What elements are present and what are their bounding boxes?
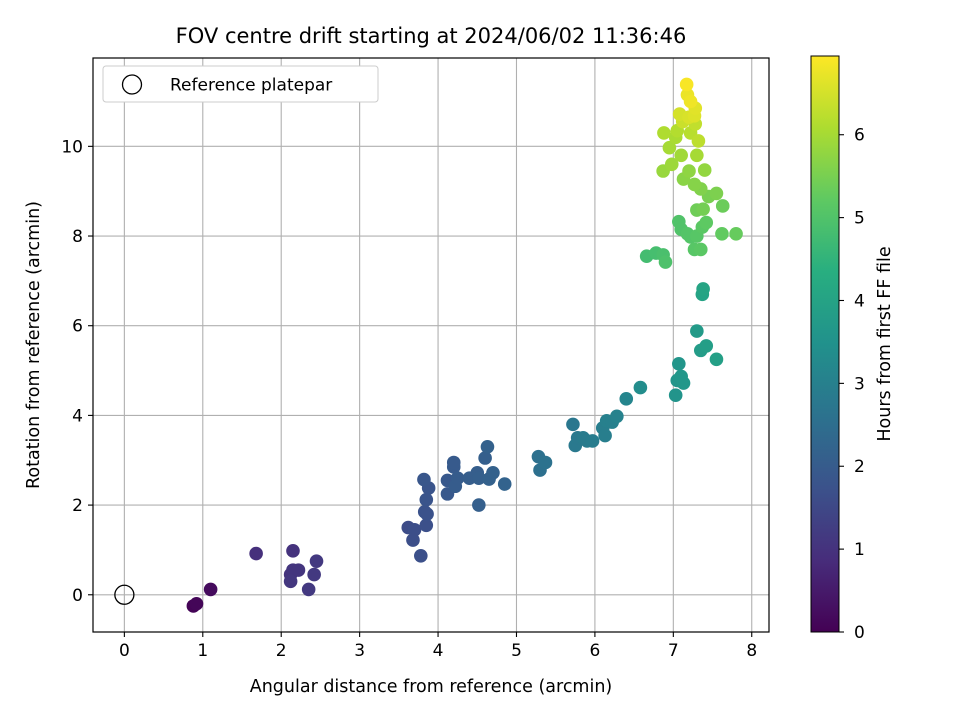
data-point (598, 428, 612, 443)
data-point (472, 471, 486, 485)
data-point (450, 471, 465, 485)
data-point (633, 380, 648, 395)
y-tick-label: 10 (61, 137, 83, 157)
data-point (699, 339, 714, 353)
data-points (186, 77, 743, 613)
colorbar-tick-label: 3 (854, 374, 865, 394)
data-point (566, 417, 580, 432)
colorbar: 0 1 2 3 4 5 6 Hours from first FF file (810, 55, 895, 643)
data-point (480, 439, 495, 454)
data-point (658, 255, 673, 269)
colorbar-gradient (810, 55, 840, 633)
x-tick-label: 2 (276, 641, 287, 661)
data-point (497, 477, 512, 491)
y-tick-label: 6 (72, 317, 83, 337)
data-point (619, 392, 634, 406)
legend-marker-icon (121, 74, 143, 95)
x-tick-label: 5 (511, 641, 522, 661)
data-point (417, 472, 431, 487)
data-point (203, 582, 218, 597)
data-point (691, 134, 706, 148)
data-point (657, 126, 671, 140)
data-point (301, 582, 316, 597)
x-tick-label: 0 (119, 641, 130, 661)
chart-title: FOV centre drift starting at 2024/06/02 … (176, 24, 687, 48)
y-axis-ticks: 0 2 4 6 8 10 (61, 137, 93, 606)
data-point (309, 554, 324, 568)
y-tick-label: 2 (72, 496, 83, 516)
x-tick-label: 8 (746, 641, 757, 661)
colorbar-tick-label: 1 (854, 540, 865, 560)
plot-frame (92, 57, 770, 633)
y-tick-label: 8 (72, 227, 83, 247)
colorbar-label: Hours from first FF file (875, 246, 895, 441)
data-point (307, 567, 321, 582)
data-point (682, 164, 696, 178)
data-point (696, 202, 710, 216)
data-point (419, 518, 434, 533)
legend-box (102, 65, 379, 103)
data-point (679, 77, 694, 92)
data-point (286, 544, 300, 558)
x-tick-label: 7 (668, 641, 679, 661)
data-point (189, 596, 204, 611)
data-point (715, 199, 730, 213)
data-point (699, 215, 714, 230)
x-axis-label: Angular distance from reference (arcmin) (250, 677, 613, 697)
data-point (249, 546, 263, 561)
data-point (414, 548, 428, 563)
data-point (690, 324, 704, 338)
y-axis-label: Rotation from reference (arcmin) (24, 201, 44, 489)
y-tick-label: 0 (72, 586, 83, 606)
data-point (406, 533, 420, 547)
data-point (585, 434, 600, 448)
grid (93, 58, 769, 632)
data-point (446, 455, 461, 470)
colorbar-tick-label: 5 (854, 209, 865, 229)
data-point (674, 148, 688, 163)
data-point (709, 352, 724, 367)
colorbar-tick-label: 4 (854, 291, 865, 311)
data-point (664, 157, 679, 172)
x-tick-label: 1 (197, 641, 208, 661)
data-point (291, 563, 306, 577)
data-point (676, 376, 691, 390)
data-point (662, 140, 677, 155)
colorbar-ticks: 0 1 2 3 4 5 6 (839, 126, 865, 643)
data-point (420, 507, 434, 521)
x-tick-label: 3 (354, 641, 365, 661)
data-point (283, 574, 298, 589)
data-point (696, 282, 710, 296)
data-point (672, 357, 686, 371)
data-point (683, 94, 698, 109)
plot-area (93, 58, 769, 632)
legend-entry-reference: Reference platepar (170, 76, 332, 96)
x-tick-label: 4 (433, 641, 444, 661)
data-point (668, 388, 683, 403)
data-point (472, 498, 486, 512)
data-point (486, 466, 500, 480)
x-axis-ticks: 0 1 2 3 4 5 6 7 8 (119, 632, 757, 661)
data-point (687, 177, 702, 192)
data-point (715, 226, 729, 241)
data-point (690, 148, 704, 163)
legend: Reference platepar (102, 65, 379, 103)
data-point (709, 186, 724, 201)
data-point (729, 226, 743, 241)
data-point (407, 522, 422, 537)
colorbar-tick-label: 6 (854, 126, 865, 146)
data-point (697, 163, 712, 177)
colorbar-tick-label: 2 (854, 457, 865, 477)
data-point (478, 451, 492, 465)
data-point (538, 455, 553, 470)
reference-point-marker (114, 584, 135, 605)
data-point (693, 242, 708, 257)
data-point (419, 492, 434, 507)
data-point (610, 409, 624, 424)
colorbar-tick-label: 0 (854, 623, 865, 643)
x-tick-label: 6 (589, 641, 600, 661)
y-tick-label: 4 (72, 406, 83, 426)
